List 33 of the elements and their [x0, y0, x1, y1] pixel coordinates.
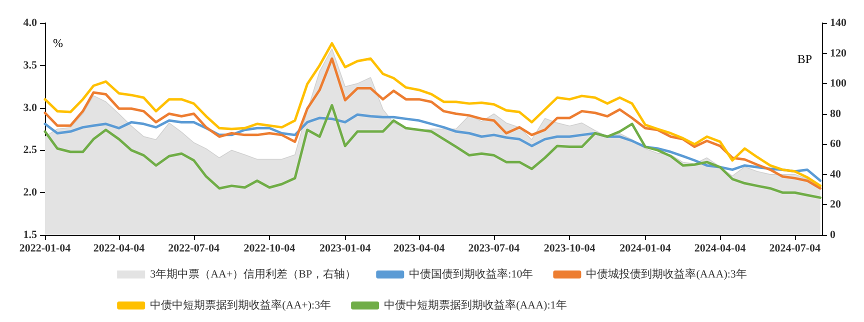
- x-tick-label: 2023-07-04: [468, 242, 520, 254]
- x-tick-label: 2023-04-04: [393, 242, 446, 254]
- y-tick-label: 3.0: [23, 102, 38, 114]
- y2-tick-label: 120: [830, 47, 847, 60]
- y2-tick-label: 0: [830, 229, 836, 241]
- y-tick-label: 2.5: [23, 144, 38, 156]
- y-tick-label: 4.0: [23, 17, 38, 29]
- x-tick-label: 2024-01-04: [620, 242, 672, 254]
- y-tick-label: 1.5: [23, 229, 38, 241]
- x-tick-label: 2023-10-04: [544, 242, 596, 254]
- legend-label: 3年期中票（AA+）信用利差（BP，右轴）: [150, 268, 356, 280]
- y2-axis-title: BP: [797, 52, 812, 66]
- x-tick-label: 2022-04-04: [93, 242, 146, 254]
- legend-label: 中债中短期票据到期收益率(AA+):3年: [150, 298, 332, 312]
- x-tick-label: 2022-10-04: [244, 242, 296, 254]
- y2-tick-label: 140: [830, 17, 847, 29]
- y-tick-label: 2.0: [23, 186, 38, 199]
- x-tick-label: 2024-07-04: [769, 242, 822, 254]
- x-tick-label: 2022-01-04: [19, 242, 72, 254]
- line-series: [44, 104, 822, 199]
- legend-label: 中债城投债到期收益率(AAA):3年: [586, 268, 747, 280]
- y-tick-label: 3.5: [23, 59, 38, 72]
- y2-tick-label: 80: [830, 108, 842, 120]
- x-tick-label: 2024-04-04: [694, 242, 746, 254]
- y2-tick-label: 40: [830, 168, 842, 180]
- x-tick-label: 2023-01-04: [319, 242, 372, 254]
- y2-tick-label: 60: [830, 138, 842, 150]
- legend-label: 中债中短期票据到期收益率(AAA):1年: [384, 298, 567, 312]
- legend-label: 中债国债到期收益率:10年: [409, 268, 534, 280]
- y2-tick-label: 100: [830, 78, 847, 90]
- y2-tick-label: 20: [830, 198, 842, 211]
- x-tick-label: 2022-07-04: [168, 242, 220, 254]
- y-axis-title: %: [53, 36, 63, 50]
